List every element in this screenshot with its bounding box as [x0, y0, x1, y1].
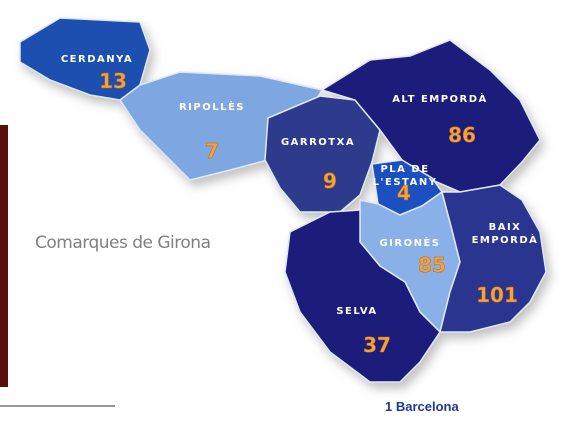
region — [264, 95, 381, 213]
region-name-line: CERDANYA — [61, 54, 133, 65]
region-name-line: L'ESTANY — [373, 177, 438, 188]
map-title: Comarques de Girona — [35, 233, 210, 253]
region-name-line: BAIX — [489, 222, 522, 233]
region-name: PLA DE L'ESTANY — [373, 164, 438, 188]
region-name: GARROTXA — [281, 137, 355, 148]
region-name-line: PLA DE — [380, 164, 429, 175]
region-value: 101 — [476, 283, 518, 307]
region — [284, 209, 441, 383]
region-name: ALT EMPORDÀ — [392, 92, 488, 105]
region-name-line: GARROTXA — [281, 137, 355, 148]
region-name-line: SELVA — [336, 306, 377, 317]
region-name: GIRONÈS — [379, 236, 440, 249]
region-value: 7 — [205, 139, 219, 163]
region-value: 85 — [418, 253, 446, 277]
side-panel-edge — [0, 125, 8, 387]
region-value: 13 — [99, 69, 127, 93]
region-name-line: GIRONÈS — [379, 236, 440, 249]
region-name: BAIX EMPORDÀ — [472, 222, 539, 246]
region-name-line: EMPORDÀ — [472, 233, 539, 246]
region-value: 37 — [363, 333, 391, 357]
regions — [19, 17, 547, 383]
region-value: 9 — [323, 169, 337, 193]
region-name: RIPOLLÈS — [179, 100, 245, 113]
region-name-line: ALT EMPORDÀ — [392, 92, 488, 105]
labels: CERDANYA 13 RIPOLLÈS 7 GARROTXA 9 ALT EMPORDÀ 8… — [61, 54, 539, 357]
region-name: SELVA — [336, 306, 377, 317]
region-value: 4 — [397, 181, 411, 205]
region-name-line: RIPOLLÈS — [179, 100, 245, 113]
footer-note: 1 Barcelona — [385, 399, 459, 414]
region-value: 86 — [448, 123, 476, 147]
region — [320, 39, 541, 193]
region — [439, 184, 547, 333]
region-name: CERDANYA — [61, 54, 133, 65]
